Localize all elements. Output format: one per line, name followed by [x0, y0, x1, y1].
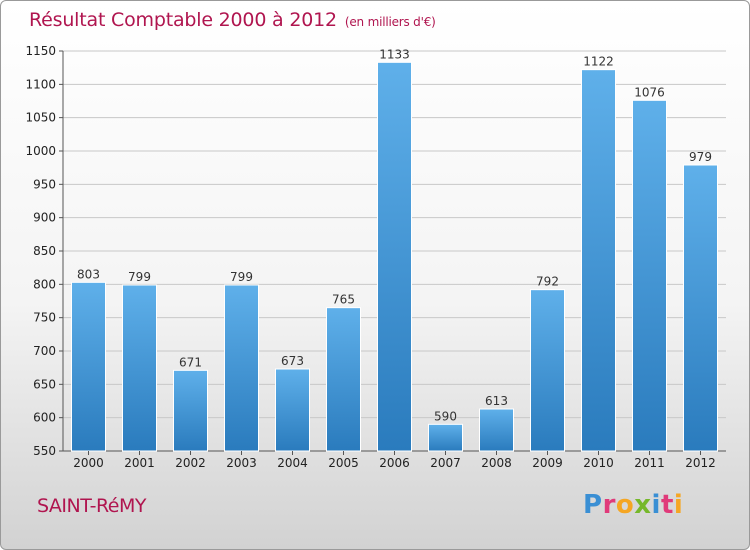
logo-letter: r — [602, 490, 616, 520]
x-tick-label: 2007 — [430, 456, 461, 470]
y-tick-label: 1100 — [25, 77, 56, 91]
bar-value-label: 803 — [77, 267, 100, 281]
logo-letter: t — [660, 490, 674, 520]
chart-title-text: Résultat Comptable 2000 à 2012 — [29, 9, 337, 31]
x-tick-label: 2008 — [481, 456, 512, 470]
bar — [632, 99, 667, 452]
bar — [326, 307, 361, 452]
logo-letter: x — [634, 490, 652, 520]
bar — [173, 369, 208, 452]
bar-value-label: 1133 — [379, 47, 410, 61]
chart-subtitle: (en milliers d'€) — [344, 15, 436, 29]
x-axis-labels: 2000 2001 2002 2003 2004 2005 2006 2007 2008 2009… — [73, 451, 716, 470]
y-tick-label: 800 — [33, 277, 56, 291]
bar-value-label: 671 — [179, 355, 202, 369]
bar-value-label: 613 — [485, 394, 508, 408]
y-tick-label: 650 — [33, 377, 56, 391]
y-tick-label: 950 — [33, 177, 56, 191]
logo-letter: P — [583, 490, 603, 520]
x-tick-label: 2005 — [328, 456, 359, 470]
bar — [428, 423, 463, 452]
bar — [377, 61, 412, 452]
bar — [479, 408, 514, 452]
bar-value-label: 1122 — [583, 55, 614, 69]
chart-title: Résultat Comptable 2000 à 2012 (en millie… — [29, 9, 436, 31]
logo-letter: i — [673, 490, 684, 520]
y-tick-label: 550 — [33, 444, 56, 458]
y-tick-label: 1050 — [25, 111, 56, 125]
y-tick-label: 750 — [33, 311, 56, 325]
bar-value-label: 765 — [332, 293, 355, 307]
y-tick-label: 600 — [33, 411, 56, 425]
x-tick-label: 2001 — [124, 456, 155, 470]
proxiti-logo: Proxiti — [583, 490, 683, 520]
value-labels: 803 799 671 799 673 765 1133 590 613 792 1122 1076 9… — [77, 47, 712, 423]
x-tick-label: 2012 — [685, 456, 716, 470]
bar — [71, 281, 106, 452]
y-tick-label: 1000 — [25, 144, 56, 158]
x-tick-label: 2004 — [277, 456, 308, 470]
x-tick-label: 2009 — [532, 456, 563, 470]
bar-value-label: 979 — [689, 150, 712, 164]
bar — [581, 69, 616, 452]
bar-value-label: 1076 — [634, 85, 665, 99]
x-tick-label: 2011 — [634, 456, 665, 470]
bars — [71, 61, 718, 452]
x-tick-label: 2006 — [379, 456, 410, 470]
bar-value-label: 590 — [434, 409, 457, 423]
bar — [122, 284, 157, 452]
x-tick-label: 2000 — [73, 456, 104, 470]
y-tick-label: 900 — [33, 211, 56, 225]
commune-name: SAINT-RéMY — [37, 495, 146, 517]
y-tick-label: 1150 — [25, 44, 56, 58]
bar-value-label: 792 — [536, 275, 559, 289]
x-tick-label: 2003 — [226, 456, 257, 470]
bar — [224, 284, 259, 452]
logo-letter: o — [615, 490, 635, 520]
bar — [683, 164, 718, 452]
logo-letter: i — [651, 490, 661, 520]
x-tick-label: 2002 — [175, 456, 206, 470]
y-tick-label: 700 — [33, 344, 56, 358]
bar-value-label: 799 — [128, 270, 151, 284]
bar — [530, 289, 565, 452]
bar — [275, 368, 310, 452]
x-tick-label: 2010 — [583, 456, 614, 470]
y-tick-label: 850 — [33, 244, 56, 258]
bar-value-label: 799 — [230, 270, 253, 284]
bar-value-label: 673 — [281, 354, 304, 368]
